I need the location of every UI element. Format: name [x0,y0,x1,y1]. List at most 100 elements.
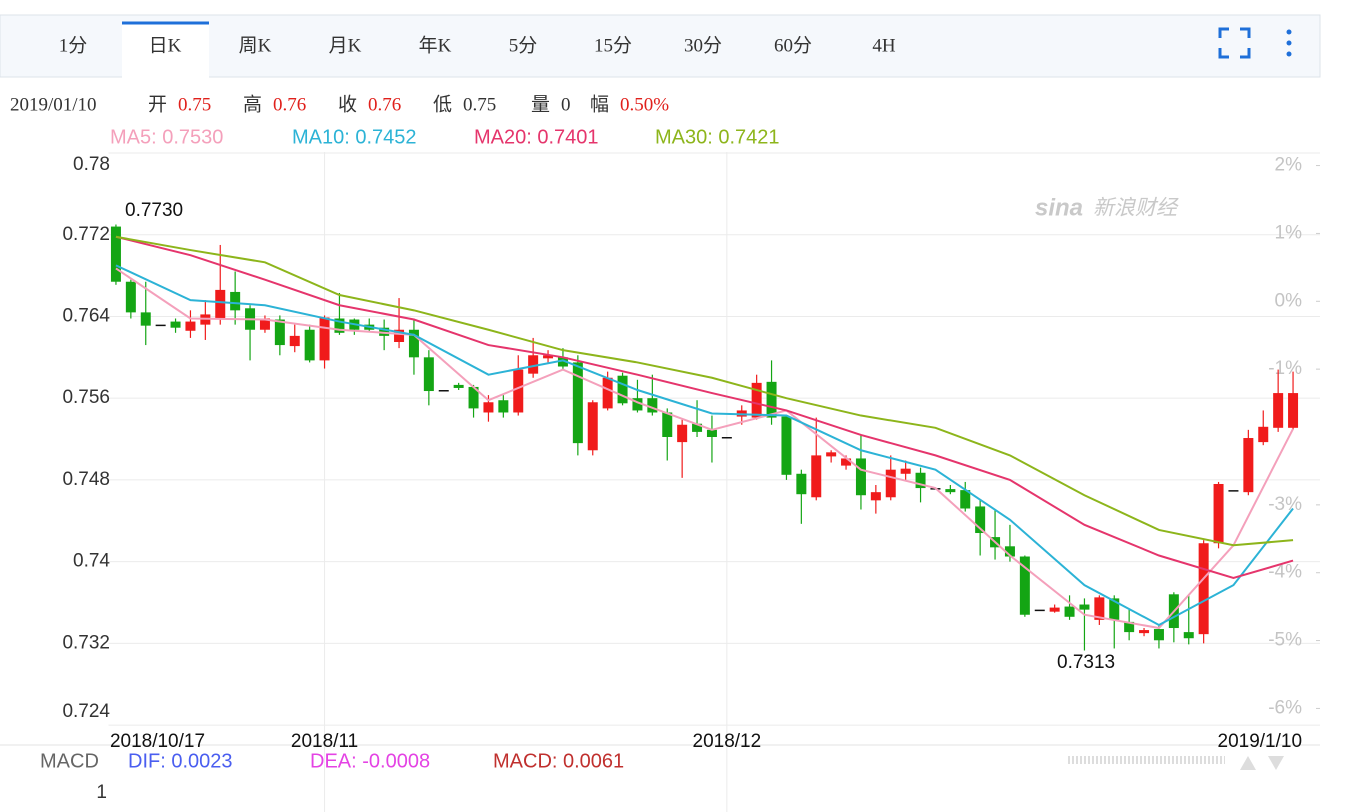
tab-bar [0,14,1321,78]
info-label: 幅 [590,93,609,115]
candle-body [453,384,464,388]
y-tick-label: 0.732 [62,632,110,653]
tab[interactable]: 日K [149,35,182,56]
candle-body [155,324,166,327]
y-tick-label: 0.756 [62,387,110,408]
candle-body [423,357,434,392]
legend-entry: MA10: 0.7452 [292,126,417,148]
candle-body [140,312,151,326]
macd-item: DIF: 0.0023 [128,750,233,772]
x-tick-label: 2018/10/17 [110,731,205,752]
info-label: 开 [148,94,167,115]
candle-body [870,492,881,501]
y-tick-label: 0.748 [62,469,110,490]
candle-body [885,469,896,498]
tab[interactable]: 周K [239,35,272,56]
candle-body [438,390,449,392]
info-value: 0.75 [178,94,211,115]
tab[interactable]: 60分 [774,34,812,56]
candle-body [259,318,270,330]
candle-body [513,369,524,413]
info-value: 0 [561,94,571,115]
info-label: 收 [338,93,357,115]
x-tick-label: 2019/1/10 [1218,731,1303,752]
candle-body [379,327,390,336]
candle-body [304,329,315,361]
candle-body [781,416,792,475]
candle-body [230,291,241,311]
macd-item: DEA: -0.0008 [310,750,430,772]
info-value: 0.50% [620,94,669,115]
y2-tick-label: 0% [1275,290,1303,311]
candle-body [1288,393,1299,428]
x-tick-label: 2018/12 [693,731,762,752]
candle-body [1124,621,1135,633]
ma-line [115,264,1294,627]
y2-tick-label: -4% [1268,562,1302,583]
candle-body [721,437,732,439]
ma-line [115,235,1294,547]
candle-body [751,382,762,418]
candle-body [557,357,568,367]
tab[interactable]: 月K [329,35,362,56]
candle-body [1079,604,1090,610]
y2-tick-label: 1% [1275,222,1303,243]
candle-body [408,329,419,358]
fullscreen-icon[interactable] [1218,27,1251,59]
info-value: 0.75 [463,94,496,115]
candle-body [900,468,911,474]
x-tick-label: 2018/11 [291,731,358,752]
ma-line [115,235,1294,580]
candle-body [1064,606,1075,617]
watermark-logo: sina [1035,194,1083,221]
candle-body [170,321,181,328]
watermark-text: 新浪财经 [1093,197,1179,220]
info-date: 2019/01/10 [10,94,97,115]
candle-body [483,402,494,413]
candle-body [766,381,777,418]
candle-body [945,489,956,493]
info-value: 0.76 [273,94,306,115]
candle-body [602,377,613,409]
candle-body [1019,556,1030,615]
candle-body [677,424,688,443]
candle-body [1139,630,1150,634]
candle-body [811,455,822,498]
info-label: 低 [433,93,452,115]
candle-body [841,458,852,466]
candle-body [855,458,866,496]
more-icon[interactable] [1286,29,1292,57]
candle-body [334,318,345,333]
candle-body [647,398,658,413]
candle-body [319,317,330,361]
tab[interactable]: 4H [872,35,896,56]
tab[interactable]: 1分 [59,34,88,56]
tab[interactable]: 5分 [509,34,538,56]
legend-entry: MA30: 0.7421 [655,126,780,148]
legend-entry: MA20: 0.7401 [474,126,599,148]
tab[interactable]: 15分 [594,34,632,56]
candle-body [274,319,285,346]
tab[interactable]: 年K [419,34,452,56]
candle-body [1049,607,1060,612]
candle-body [587,402,598,451]
scroll-arrows[interactable] [1240,756,1284,770]
candle-body [215,289,226,319]
macd-title: MACD [40,750,99,772]
tab[interactable]: 30分 [684,34,722,56]
candle-body [632,398,643,411]
candle-body [617,375,628,404]
candle-body [185,321,196,331]
candle-body [468,386,479,409]
candle-body [662,412,673,437]
candle-body [1094,597,1105,620]
candle-body [826,452,837,457]
candle-body [528,355,539,374]
macd-item: MACD: 0.0061 [493,750,624,772]
annotation-low: 0.7313 [1057,652,1115,673]
macd-tick-label: 1 [96,782,107,803]
y-tick-label: 0.724 [62,701,110,722]
candle-body [289,335,300,347]
